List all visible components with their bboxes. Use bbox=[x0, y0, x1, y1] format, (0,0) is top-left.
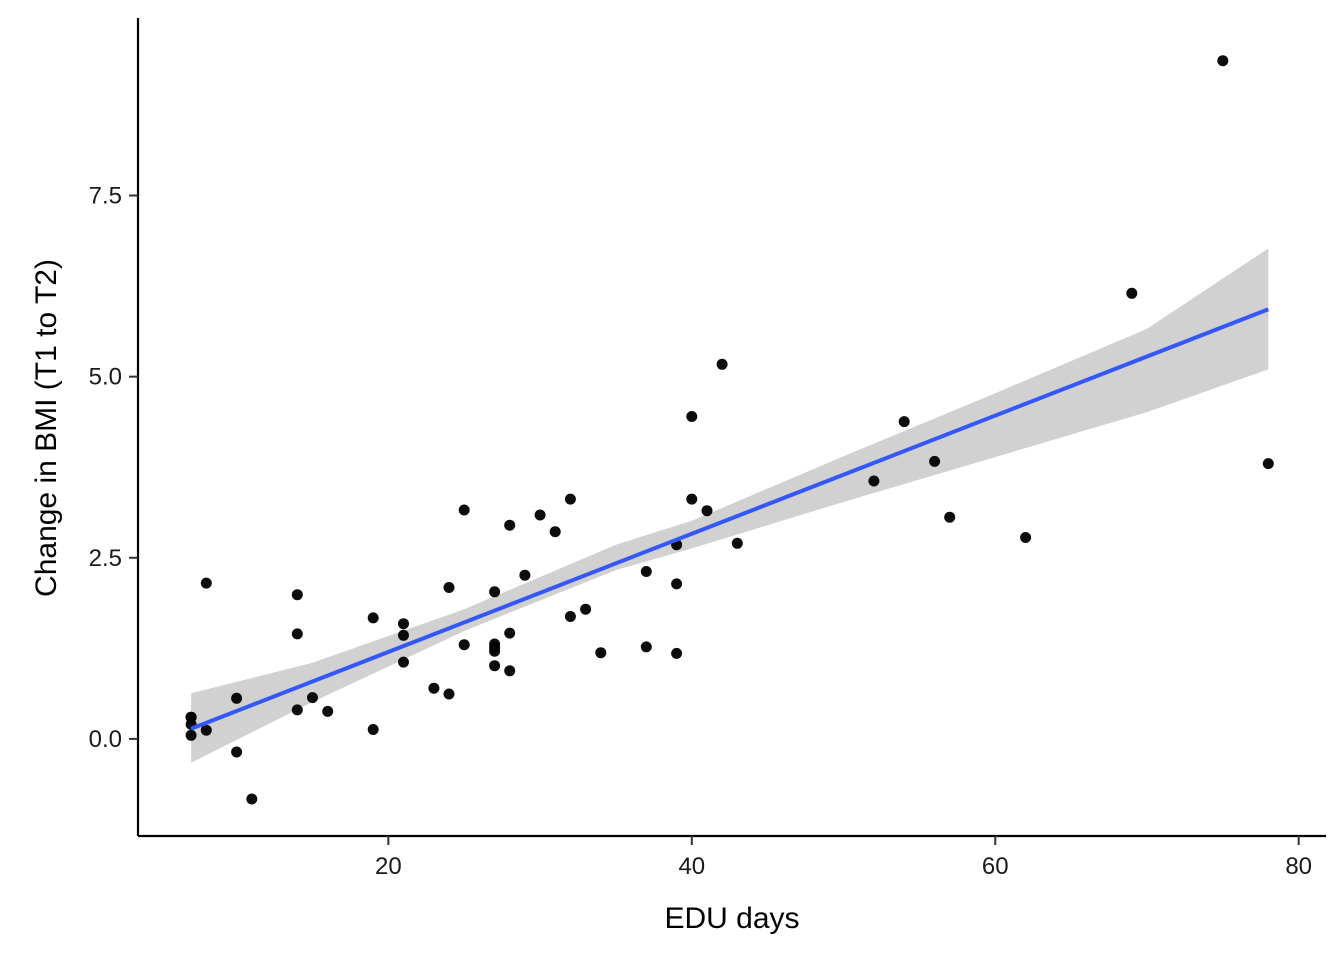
data-point bbox=[200, 577, 212, 589]
x-axis-title: EDU days bbox=[664, 902, 799, 935]
trend-line bbox=[190, 307, 1270, 731]
x-tick-label: 60 bbox=[982, 853, 1009, 880]
data-point bbox=[1020, 532, 1032, 543]
data-point bbox=[1217, 55, 1229, 67]
data-point bbox=[534, 509, 546, 521]
data-point bbox=[458, 504, 470, 516]
data-point bbox=[640, 641, 652, 653]
data-point bbox=[580, 603, 592, 615]
data-point bbox=[549, 526, 561, 538]
data-point bbox=[868, 475, 880, 487]
data-point bbox=[671, 578, 683, 590]
x-tick-label: 20 bbox=[375, 853, 402, 880]
data-point bbox=[564, 611, 576, 622]
data-point bbox=[398, 629, 409, 641]
data-point bbox=[519, 569, 531, 581]
data-point bbox=[231, 692, 243, 704]
data-point bbox=[686, 411, 698, 422]
plot-area bbox=[185, 55, 1274, 805]
data-point bbox=[504, 627, 516, 639]
data-point bbox=[640, 566, 652, 577]
y-tick-label: 2.5 bbox=[89, 545, 122, 572]
data-point bbox=[489, 660, 501, 672]
data-point bbox=[716, 358, 728, 370]
confidence-band bbox=[191, 248, 1269, 763]
data-point bbox=[231, 746, 243, 758]
x-tick-label: 40 bbox=[678, 853, 705, 880]
data-point bbox=[291, 589, 303, 601]
data-point bbox=[307, 692, 318, 704]
x-tick-label: 80 bbox=[1285, 853, 1312, 880]
data-point bbox=[671, 647, 683, 659]
data-point bbox=[443, 688, 455, 700]
data-point bbox=[367, 612, 379, 624]
data-point bbox=[185, 711, 197, 723]
data-point bbox=[489, 586, 501, 598]
data-point bbox=[929, 455, 941, 467]
data-point bbox=[686, 493, 698, 505]
data-point bbox=[504, 519, 516, 531]
data-point bbox=[398, 618, 409, 630]
x-axis: 20 40 60 80 bbox=[138, 834, 1326, 880]
data-point bbox=[398, 656, 409, 668]
data-point bbox=[458, 639, 470, 651]
data-point bbox=[185, 729, 197, 741]
y-axis: 0.0 2.5 5.0 7.5 bbox=[89, 18, 140, 836]
data-point bbox=[322, 705, 334, 717]
data-point bbox=[428, 682, 440, 694]
data-point bbox=[367, 724, 379, 735]
data-point bbox=[200, 724, 212, 736]
data-point bbox=[246, 793, 258, 805]
data-point bbox=[731, 537, 743, 549]
y-tick-label: 7.5 bbox=[89, 183, 122, 210]
data-point bbox=[489, 645, 501, 657]
data-point bbox=[944, 511, 956, 523]
data-point bbox=[291, 628, 303, 640]
y-tick-label: 5.0 bbox=[89, 364, 122, 391]
data-point bbox=[504, 665, 516, 677]
y-axis-title: Change in BMI (T1 to T2) bbox=[30, 259, 63, 597]
data-point bbox=[564, 493, 576, 505]
data-point bbox=[291, 704, 303, 716]
y-tick-label: 0.0 bbox=[89, 726, 122, 753]
data-point bbox=[443, 582, 455, 593]
data-point bbox=[701, 505, 713, 517]
data-point bbox=[898, 416, 910, 428]
data-point bbox=[595, 647, 607, 659]
data-point bbox=[1126, 287, 1138, 299]
data-point bbox=[1262, 458, 1274, 470]
